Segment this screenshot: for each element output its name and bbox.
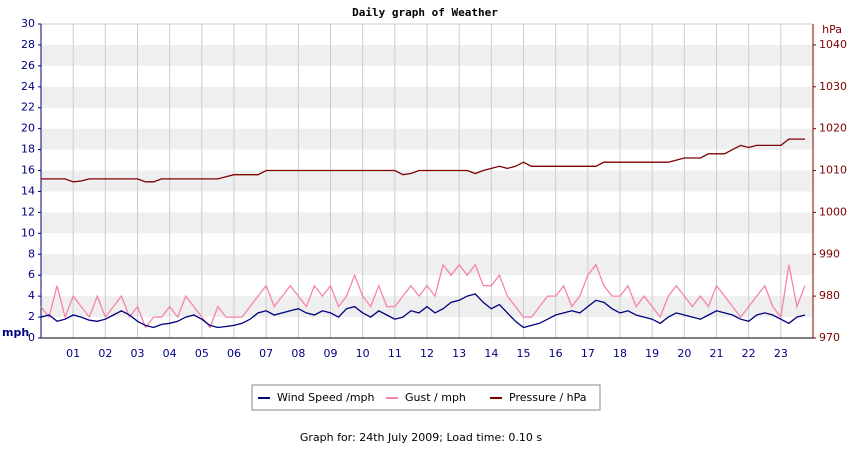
footer: Graph for: 24th July 2009; Load time: 0.… <box>300 431 543 444</box>
x-tick-label: 18 <box>613 347 627 360</box>
y-tick-label: 2 <box>28 310 35 323</box>
x-tick-label: 10 <box>356 347 370 360</box>
y2-axis-label: hPa <box>822 23 842 36</box>
chart-title: Daily graph of Weather <box>352 6 498 19</box>
x-tick-label: 17 <box>581 347 595 360</box>
y-tick-label: 28 <box>21 38 35 51</box>
legend-label: Gust / mph <box>405 391 466 404</box>
y-tick-label: 14 <box>21 184 35 197</box>
x-tick-label: 14 <box>484 347 498 360</box>
y2-tick-label: 970 <box>819 331 840 344</box>
series-line <box>40 263 806 329</box>
y-tick-label: 22 <box>21 101 35 114</box>
y-tick-label: 8 <box>28 247 35 260</box>
x-tick-label: 06 <box>227 347 241 360</box>
x-tick-label: 23 <box>774 347 788 360</box>
x-tick-label: 12 <box>420 347 434 360</box>
y-tick-label: 16 <box>21 164 35 177</box>
y2-tick-label: 990 <box>819 247 840 260</box>
y-tick-label: 6 <box>28 268 35 281</box>
series-line <box>41 138 805 183</box>
x-tick-label: 01 <box>66 347 80 360</box>
x-tick-label: 21 <box>710 347 724 360</box>
x-tick-label: 02 <box>98 347 112 360</box>
y2-tick-label: 1040 <box>819 38 847 51</box>
y-axis-label: mph <box>2 326 29 339</box>
legend-label: Pressure / hPa <box>509 391 587 404</box>
y2-tick-label: 1030 <box>819 80 847 93</box>
x-tick-label: 11 <box>388 347 402 360</box>
x-tick-label: 20 <box>677 347 691 360</box>
y2-tick-label: 1020 <box>819 122 847 135</box>
x-tick-label: 16 <box>549 347 563 360</box>
x-tick-label: 03 <box>131 347 145 360</box>
y-tick-label: 4 <box>28 289 35 302</box>
x-tick-label: 05 <box>195 347 209 360</box>
x-tick-label: 19 <box>645 347 659 360</box>
y-tick-label: 10 <box>21 226 35 239</box>
x-tick-label: 08 <box>291 347 305 360</box>
y-tick-label: 24 <box>21 80 35 93</box>
x-tick-label: 15 <box>517 347 531 360</box>
y-tick-label: 26 <box>21 59 35 72</box>
legend-label: Wind Speed /mph <box>277 391 375 404</box>
y-tick-label: 18 <box>21 143 35 156</box>
y-tick-label: 0 <box>28 331 35 344</box>
x-tick-label: 04 <box>163 347 177 360</box>
x-tick-label: 13 <box>452 347 466 360</box>
x-tick-label: 22 <box>742 347 756 360</box>
y2-tick-label: 1000 <box>819 205 847 218</box>
x-tick-label: 07 <box>259 347 273 360</box>
legend-box <box>251 384 601 411</box>
y-tick-label: 20 <box>21 122 35 135</box>
y-tick-label: 12 <box>21 205 35 218</box>
y-tick-label: 30 <box>21 17 35 30</box>
series-line <box>40 293 806 329</box>
y2-tick-label: 980 <box>819 289 840 302</box>
x-tick-label: 09 <box>324 347 338 360</box>
y2-tick-label: 1010 <box>819 164 847 177</box>
